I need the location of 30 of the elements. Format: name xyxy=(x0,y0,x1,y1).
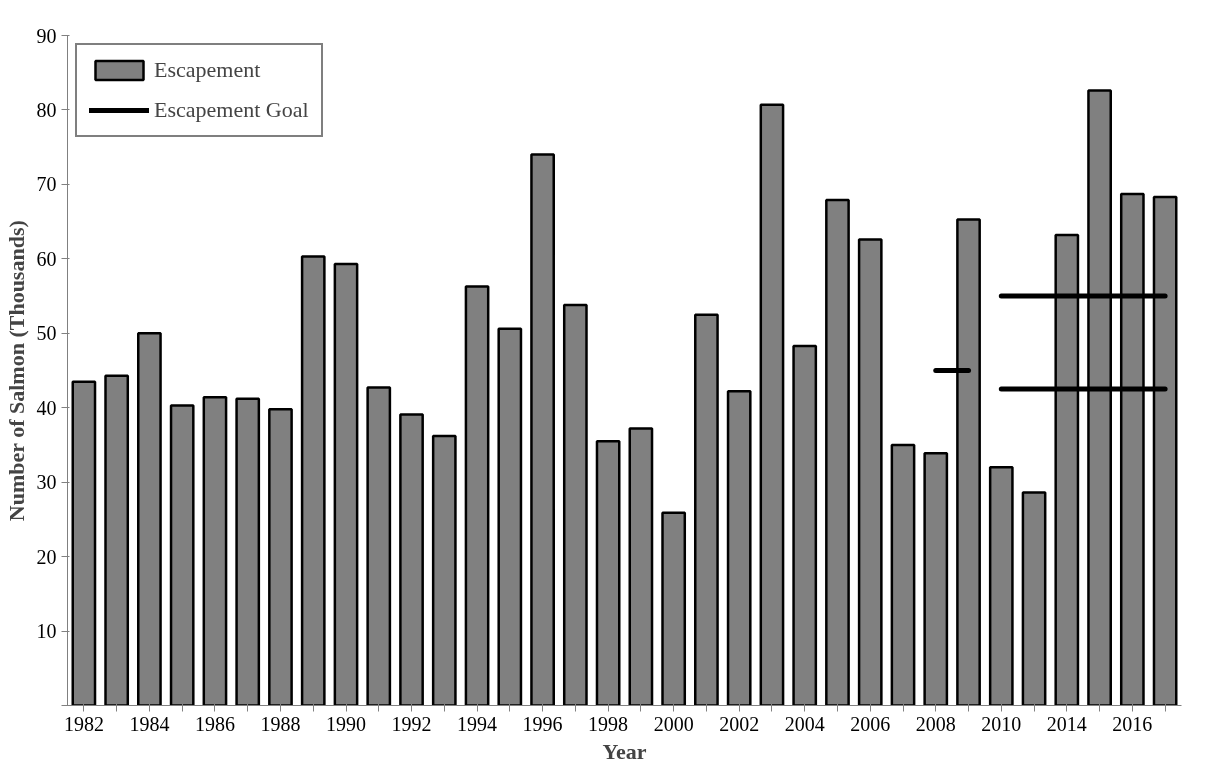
x-tick-label: 2008 xyxy=(915,712,956,735)
y-axis-title: Number of Salmon (Thousands) xyxy=(3,220,29,522)
x-tick-label: 1998 xyxy=(588,712,629,735)
x-tick-label: 1982 xyxy=(63,712,104,735)
y-tick-label: 10 xyxy=(36,620,57,643)
x-tick-label: 1996 xyxy=(522,712,563,735)
y-tick-label: 40 xyxy=(36,396,57,419)
x-tick-label: 2006 xyxy=(850,712,891,735)
y-tick-label: 20 xyxy=(36,545,57,568)
y-tick-label: 70 xyxy=(36,173,57,196)
x-tick-label: 2000 xyxy=(653,712,694,735)
x-tick-label: 1984 xyxy=(129,712,170,735)
y-tick-label: 80 xyxy=(36,98,57,121)
legend-label: Escapement Goal xyxy=(154,97,309,123)
x-tick-label: 1988 xyxy=(260,712,301,735)
x-tick-label: 2016 xyxy=(1112,712,1153,735)
legend-label: Escapement xyxy=(154,57,261,83)
y-tick-label: 60 xyxy=(36,247,57,270)
x-tick-label: 2014 xyxy=(1046,712,1087,735)
x-axis-title: Year xyxy=(602,738,647,764)
x-tick-label: 2010 xyxy=(981,712,1022,735)
y-tick-label: 90 xyxy=(36,24,57,47)
x-tick-label: 1992 xyxy=(391,712,432,735)
y-tick-label: 30 xyxy=(36,471,57,494)
x-tick-label: 2002 xyxy=(719,712,760,735)
x-tick-label: 2004 xyxy=(784,712,825,735)
x-tick-label: 1990 xyxy=(326,712,366,735)
x-tick-label: 1986 xyxy=(194,712,235,735)
x-tick-label: 1994 xyxy=(457,712,498,735)
y-tick-label: 50 xyxy=(36,322,57,345)
